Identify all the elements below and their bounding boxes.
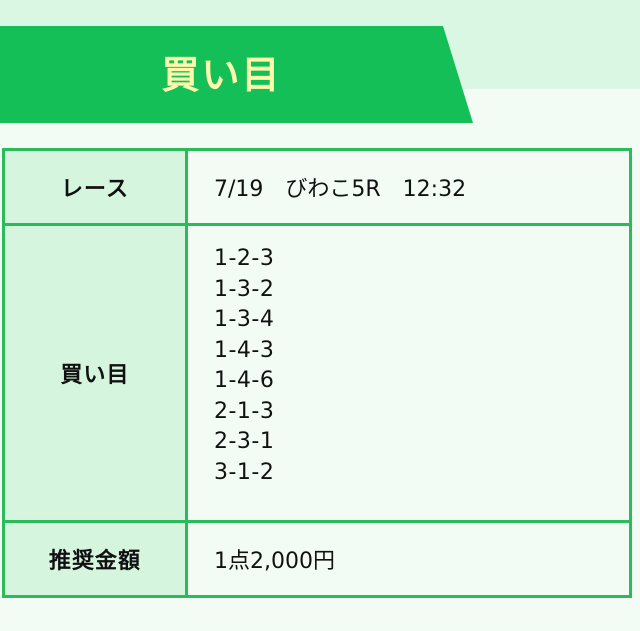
- table-row-picks: 買い目 1-2-3 1-3-2 1-3-4 1-4-3 1-4-6 2-1-3 …: [2, 223, 632, 523]
- list-item: 2-3-1: [214, 429, 275, 454]
- list-item: 1-4-3: [214, 337, 275, 363]
- picks-list: 1-2-3 1-3-2 1-3-4 1-4-3 1-4-6 2-1-3 2-3-…: [214, 244, 629, 488]
- row-value-amount: 1点2,000円: [185, 520, 632, 598]
- list-item: 3-1-2: [214, 459, 275, 485]
- row-label-picks: 買い目: [2, 223, 188, 523]
- list-item: 1-3-4: [214, 307, 275, 332]
- list-item: 1-2-3: [214, 246, 275, 271]
- header-banner: 買い目: [0, 26, 473, 123]
- prediction-table: レース 7/19 びわこ5R 12:32 買い目 1-2-3 1-3-2 1-3…: [2, 148, 632, 598]
- list-item: 1-3-2: [214, 276, 275, 302]
- list-item: 2-1-3: [214, 398, 275, 424]
- table-row-amount: 推奨金額 1点2,000円: [2, 520, 632, 598]
- prediction-table-body: レース 7/19 びわこ5R 12:32 買い目 1-2-3 1-3-2 1-3…: [2, 148, 632, 598]
- race-info-text: 7/19 びわこ5R 12:32: [214, 177, 467, 202]
- table-row-race: レース 7/19 びわこ5R 12:32: [2, 148, 632, 226]
- list-item: 1-4-6: [214, 368, 275, 393]
- row-value-picks: 1-2-3 1-3-2 1-3-4 1-4-3 1-4-6 2-1-3 2-3-…: [185, 223, 632, 523]
- row-value-race: 7/19 びわこ5R 12:32: [185, 148, 632, 226]
- row-label-amount: 推奨金額: [2, 520, 188, 598]
- page-title: 買い目: [161, 52, 282, 97]
- row-label-race: レース: [2, 148, 188, 226]
